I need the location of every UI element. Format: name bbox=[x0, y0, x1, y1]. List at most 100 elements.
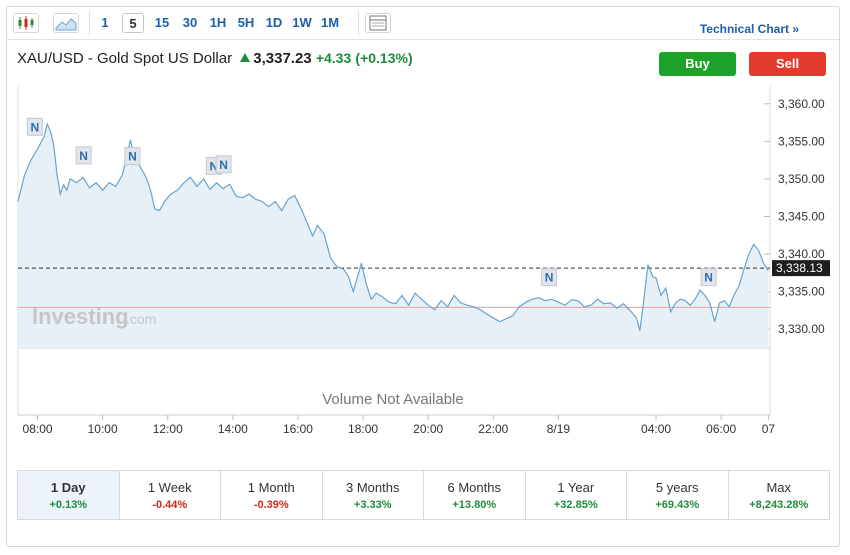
news-marker-label: N bbox=[128, 150, 137, 164]
last-price: 3,337.23 bbox=[253, 50, 312, 67]
period-1-week[interactable]: 1 Week -0.44% bbox=[120, 471, 221, 519]
x-tick-label: 07 bbox=[762, 422, 776, 436]
news-marker-label: N bbox=[704, 271, 713, 285]
x-tick-label: 08:00 bbox=[23, 422, 53, 436]
area-chart-icon[interactable] bbox=[53, 13, 79, 33]
news-marker-label: N bbox=[30, 120, 39, 134]
period-label: 1 Year bbox=[557, 480, 595, 495]
watermark-suffix: .com bbox=[126, 311, 156, 327]
news-marker: N bbox=[541, 268, 558, 287]
period-1-year[interactable]: 1 Year +32.85% bbox=[526, 471, 627, 519]
watermark-brand: Investing bbox=[32, 304, 129, 329]
news-marker-box bbox=[541, 268, 558, 287]
current-price-tag bbox=[772, 260, 830, 277]
y-tick-label: 3,345.00 bbox=[778, 210, 825, 224]
sell-button[interactable]: Sell bbox=[749, 52, 826, 76]
news-marker-box bbox=[26, 117, 43, 136]
period-1-month[interactable]: 1 Month -0.39% bbox=[221, 471, 323, 519]
period-label: 3 Months bbox=[346, 480, 400, 495]
price-change-percent: (+0.13%) bbox=[355, 50, 413, 66]
y-tick-label: 3,355.00 bbox=[778, 134, 825, 148]
news-marker-label: N bbox=[545, 271, 554, 285]
toolbar-divider bbox=[358, 11, 359, 35]
price-area bbox=[18, 124, 769, 348]
interval-5h[interactable]: 5H bbox=[237, 15, 255, 30]
x-tick-label: 18:00 bbox=[348, 422, 378, 436]
x-tick-label: 04:00 bbox=[641, 422, 671, 436]
candlestick-glyph bbox=[18, 16, 34, 30]
y-tick-label: 3,340.00 bbox=[778, 247, 825, 261]
period-change: +13.80% bbox=[452, 499, 497, 511]
interval-1h[interactable]: 1H bbox=[209, 15, 227, 30]
table-view-icon[interactable] bbox=[365, 13, 391, 33]
news-marker: N bbox=[124, 147, 141, 166]
interval-30[interactable]: 30 bbox=[182, 15, 198, 30]
news-marker-label: N bbox=[209, 159, 218, 173]
period-max[interactable]: Max +8,243.28% bbox=[729, 471, 830, 519]
arrow-up-icon bbox=[240, 53, 251, 62]
x-tick-label: 8/19 bbox=[547, 422, 571, 436]
period-change: +32.85% bbox=[553, 499, 598, 511]
instrument-name: XAU/USD - Gold Spot US Dollar bbox=[17, 50, 233, 67]
news-marker-box bbox=[75, 146, 92, 165]
interval-1w[interactable]: 1W bbox=[292, 15, 312, 30]
x-tick-label: 06:00 bbox=[706, 422, 736, 436]
widget-frame bbox=[6, 6, 840, 547]
interval-15[interactable]: 15 bbox=[154, 15, 170, 30]
y-axis-labels: 3,360.00 3,355.00 3,350.00 3,345.00 3,340.00… bbox=[778, 97, 825, 336]
technical-chart-link[interactable]: Technical Chart » bbox=[699, 22, 799, 36]
y-tick-label: 3,360.00 bbox=[778, 97, 825, 111]
news-marker-label: N bbox=[79, 149, 88, 163]
period-change: -0.44% bbox=[152, 499, 188, 511]
price-change: +4.33 bbox=[315, 50, 352, 66]
candlestick-chart-icon[interactable] bbox=[13, 13, 39, 33]
instrument-header: XAU/USD - Gold Spot US Dollar 3,337.23 +… bbox=[17, 50, 413, 67]
news-marker-box bbox=[124, 147, 141, 166]
period-1-day[interactable]: 1 Day +0.13% bbox=[18, 471, 120, 519]
table-glyph bbox=[369, 15, 387, 31]
toolbar-divider bbox=[89, 11, 90, 35]
current-price-tag-text: 3,338.13 bbox=[776, 261, 823, 275]
buy-button[interactable]: Buy bbox=[659, 52, 736, 76]
news-marker: N bbox=[215, 155, 232, 174]
y-tick-label: 3,330.00 bbox=[778, 322, 825, 336]
period-label: 5 years bbox=[655, 480, 699, 495]
news-marker: N bbox=[26, 117, 43, 136]
y-tick-label: 3,335.00 bbox=[778, 285, 825, 299]
interval-1m[interactable]: 1M bbox=[320, 15, 340, 30]
news-markers: NN NN NN N bbox=[26, 117, 717, 287]
interval-1d[interactable]: 1D bbox=[265, 15, 283, 30]
period-change: +3.33% bbox=[353, 499, 392, 511]
period-change: +0.13% bbox=[49, 499, 88, 511]
period-label: 6 Months bbox=[447, 480, 501, 495]
news-marker-box bbox=[215, 155, 232, 174]
period-label: 1 Day bbox=[50, 480, 86, 495]
chart-toolbar: 1 5 15 30 1H 5H 1D 1W 1M Technical Chart… bbox=[7, 7, 839, 40]
period-label: 1 Month bbox=[247, 480, 295, 495]
x-tick-label: 10:00 bbox=[88, 422, 118, 436]
interval-1[interactable]: 1 bbox=[101, 15, 109, 30]
x-tick-label: 16:00 bbox=[283, 422, 313, 436]
performance-periods: 1 Day +0.13% 1 Week -0.44% 1 Month -0.39% 3 Mo… bbox=[17, 470, 830, 520]
period-3-months[interactable]: 3 Months +3.33% bbox=[323, 471, 424, 519]
x-tick-label: 22:00 bbox=[478, 422, 508, 436]
x-tick-label: 14:00 bbox=[218, 422, 248, 436]
period-change: -0.39% bbox=[253, 499, 289, 511]
area-glyph bbox=[55, 18, 77, 31]
period-change: +8,243.28% bbox=[749, 499, 809, 511]
period-6-months[interactable]: 6 Months +13.80% bbox=[424, 471, 526, 519]
price-line bbox=[17, 122, 769, 331]
news-marker: N bbox=[75, 146, 92, 165]
y-tick-label: 3,350.00 bbox=[778, 172, 825, 186]
period-5-years[interactable]: 5 years +69.43% bbox=[627, 471, 729, 519]
x-tick-label: 12:00 bbox=[153, 422, 183, 436]
news-marker-label: N bbox=[219, 158, 228, 172]
interval-5[interactable]: 5 bbox=[122, 13, 144, 33]
period-change: +69.43% bbox=[655, 499, 700, 511]
price-chart[interactable]: NN NN NN N 3,360.003,355.003,350.003,345.00… bbox=[0, 0, 850, 470]
news-marker: N bbox=[700, 268, 717, 287]
news-marker-box bbox=[700, 268, 717, 287]
volume-unavailable-text: Volume Not Available bbox=[322, 391, 463, 408]
x-axis-labels: 08:00 10:00 12:00 14:00 16:00 18:00 20:00 22:00… bbox=[23, 422, 776, 436]
period-label: Max bbox=[766, 480, 792, 495]
